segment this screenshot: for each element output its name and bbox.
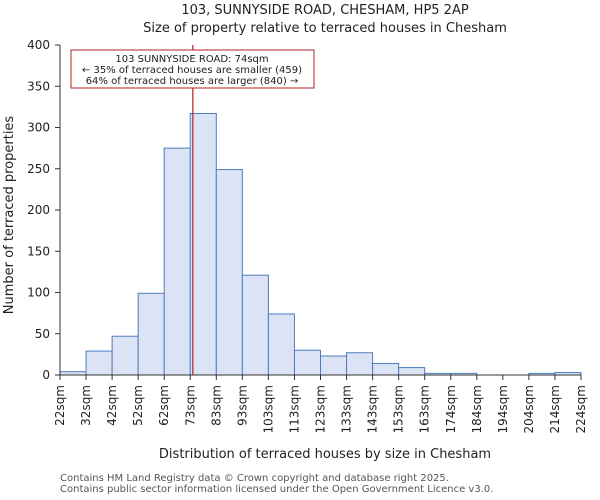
- x-tick-label: 123sqm: [314, 385, 328, 433]
- x-tick-label: 73sqm: [183, 385, 197, 426]
- y-axis-ticks: 0 50 100 150 200 250 300 350 400: [27, 38, 60, 382]
- bar-83sqm: [215, 169, 243, 376]
- chart-subtitle: Size of property relative to terraced ho…: [143, 21, 507, 36]
- x-tick-label: 52sqm: [131, 385, 145, 426]
- x-tick-label: 103sqm: [261, 385, 275, 433]
- y-tick-label: 250: [27, 162, 50, 176]
- bar-153sqm: [398, 367, 426, 376]
- bar-123sqm: [320, 355, 348, 376]
- x-axis-ticks: 22sqm 32sqm 42sqm 52sqm 62sqm 73sqm 83sqm 93sqm…: [53, 375, 588, 433]
- x-tick-label: 153sqm: [392, 385, 406, 433]
- bar-143sqm: [372, 362, 400, 376]
- bar-103sqm: [267, 313, 295, 376]
- footer-line-1: Contains HM Land Registry data © Crown c…: [60, 473, 449, 484]
- x-tick-label: 62sqm: [157, 385, 171, 426]
- x-tick-label: 174sqm: [444, 385, 458, 433]
- y-tick-label: 100: [27, 286, 50, 300]
- bar-42sqm: [111, 335, 139, 376]
- y-tick-label: 300: [27, 121, 50, 135]
- x-tick-label: 224sqm: [574, 385, 588, 433]
- x-tick-label: 113sqm: [287, 385, 301, 433]
- footer-line-2: Contains public sector information licen…: [60, 484, 494, 495]
- bar-73sqm: [189, 112, 217, 376]
- annotation-box: [70, 49, 315, 89]
- bar-93sqm: [241, 274, 269, 376]
- x-tick-label: 214sqm: [548, 385, 562, 433]
- y-axis-label: Number of terraced properties: [2, 116, 17, 315]
- bar-62sqm: [163, 147, 191, 376]
- x-tick-label: 32sqm: [79, 385, 93, 426]
- annotation-line-1: 103 SUNNYSIDE ROAD: 74sqm: [115, 54, 268, 65]
- bar-133sqm: [346, 352, 374, 376]
- y-tick-label: 350: [27, 79, 50, 93]
- x-tick-label: 184sqm: [470, 385, 484, 433]
- x-tick-label: 83sqm: [209, 385, 223, 426]
- x-tick-label: 22sqm: [53, 385, 67, 426]
- x-tick-label: 204sqm: [522, 385, 536, 433]
- y-tick-label: 200: [27, 203, 50, 217]
- y-tick-label: 400: [27, 38, 50, 52]
- histogram-chart: 103, SUNNYSIDE ROAD, CHESHAM, HP5 2AP Si…: [2, 3, 588, 462]
- bar-32sqm: [85, 350, 113, 376]
- x-axis-label: Distribution of terraced houses by size …: [159, 447, 491, 462]
- y-tick-label: 50: [35, 327, 50, 341]
- chart-title: 103, SUNNYSIDE ROAD, CHESHAM, HP5 2AP: [181, 3, 469, 18]
- annotation-line-3: 64% of terraced houses are larger (840) …: [86, 76, 299, 87]
- bars-group: [59, 112, 582, 376]
- annotation-line-2: ← 35% of terraced houses are smaller (45…: [82, 65, 302, 76]
- x-tick-label: 143sqm: [366, 385, 380, 433]
- y-tick-label: 0: [42, 368, 50, 382]
- x-tick-label: 133sqm: [340, 385, 354, 433]
- x-tick-label: 93sqm: [235, 385, 249, 426]
- y-tick-label: 150: [27, 244, 50, 258]
- x-tick-label: 194sqm: [496, 385, 510, 433]
- bar-113sqm: [293, 349, 322, 376]
- x-tick-label: 42sqm: [105, 385, 119, 426]
- bar-52sqm: [137, 292, 165, 376]
- x-tick-label: 163sqm: [418, 385, 432, 433]
